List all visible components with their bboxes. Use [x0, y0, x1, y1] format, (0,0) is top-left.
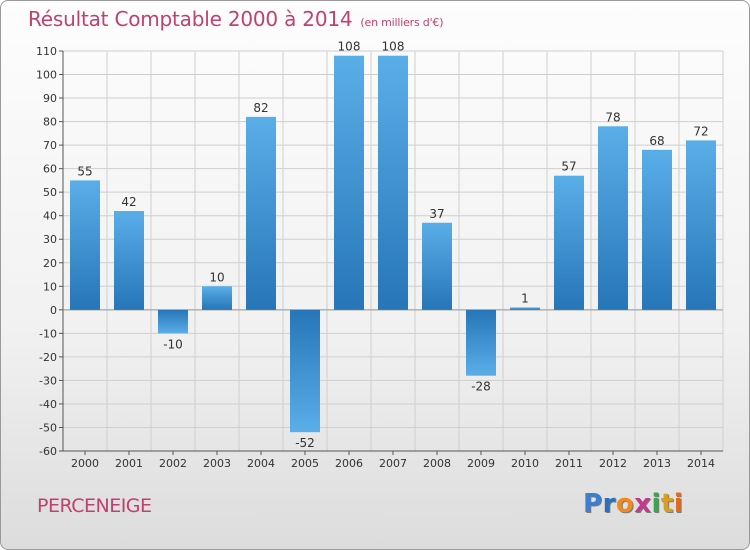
- y-tick-label: -60: [39, 445, 57, 458]
- x-tick-label: 2000: [71, 457, 99, 470]
- x-tick-label: 2004: [247, 457, 275, 470]
- y-tick-label: 0: [50, 304, 57, 317]
- bar-2010: [510, 307, 540, 310]
- data-label: 55: [77, 164, 92, 178]
- y-tick-label: 20: [43, 257, 57, 270]
- proxiti-logo[interactable]: Proxiti: [583, 489, 683, 519]
- data-label: 108: [338, 40, 361, 54]
- y-tick-label: -50: [39, 421, 57, 434]
- x-tick-label: 2005: [291, 457, 319, 470]
- data-label: 72: [693, 124, 708, 138]
- logo-letter: o: [615, 489, 635, 519]
- bar-2005: [290, 309, 320, 433]
- x-tick-label: 2003: [203, 457, 231, 470]
- logo-letter: i: [673, 489, 684, 519]
- x-tick-label: 2009: [467, 457, 495, 470]
- chart-title: Résultat Comptable 2000 à 2014 (en millie…: [28, 7, 444, 31]
- data-label: 10: [209, 270, 224, 284]
- bar-2003: [202, 286, 232, 310]
- data-label: 82: [253, 101, 268, 115]
- x-tick-label: 2013: [643, 457, 671, 470]
- y-tick-label: 70: [43, 139, 57, 152]
- y-tick-label: 40: [43, 210, 57, 223]
- data-label: -10: [163, 337, 183, 351]
- y-tick-label: -10: [39, 327, 57, 340]
- logo-letter: t: [660, 489, 674, 519]
- data-label: 78: [605, 110, 620, 124]
- bar-2008: [422, 222, 452, 310]
- bar-2014: [686, 140, 716, 310]
- logo-letter: x: [634, 489, 652, 519]
- x-tick-label: 2011: [555, 457, 583, 470]
- y-tick-label: 90: [43, 92, 57, 105]
- y-tick-label: 50: [43, 186, 57, 199]
- y-tick-label: 10: [43, 280, 57, 293]
- x-tick-label: 2006: [335, 457, 363, 470]
- data-label: 42: [121, 195, 136, 209]
- x-tick-label: 2008: [423, 457, 451, 470]
- x-tick-label: 2007: [379, 457, 407, 470]
- bar-2013: [642, 149, 672, 310]
- y-tick-label: 100: [36, 69, 57, 82]
- data-label: -28: [471, 380, 491, 394]
- bar-2007: [378, 55, 408, 310]
- data-label: -52: [295, 436, 315, 450]
- bar-2000: [70, 180, 100, 310]
- x-tick-label: 2001: [115, 457, 143, 470]
- data-label: 108: [382, 40, 405, 54]
- logo-letter: P: [583, 489, 603, 519]
- bar-2012: [598, 126, 628, 310]
- y-tick-label: 80: [43, 116, 57, 129]
- logo-letter: r: [602, 489, 616, 519]
- bar-2006: [334, 55, 364, 310]
- data-label: 37: [429, 207, 444, 221]
- bar-2002: [158, 309, 188, 334]
- data-label: 1: [521, 291, 529, 305]
- data-label: 68: [649, 134, 664, 148]
- data-label: 57: [561, 160, 576, 174]
- x-tick-label: 2002: [159, 457, 187, 470]
- x-tick-label: 2014: [687, 457, 715, 470]
- x-tick-label: 2010: [511, 457, 539, 470]
- bar-2004: [246, 116, 276, 310]
- data-labels: 55 42 -10 10 82 -52 108 108 37 -28 1 57 78 68 72: [77, 40, 708, 450]
- x-tick-label: 2012: [599, 457, 627, 470]
- logo-letter: i: [651, 489, 661, 519]
- bar-2011: [554, 175, 584, 310]
- chart-subtitle: (en milliers d'€): [360, 16, 444, 29]
- commune-name: PERCENEIGE: [37, 495, 152, 517]
- y-tick-label: -30: [39, 374, 57, 387]
- bar-2009: [466, 309, 496, 376]
- y-tick-label: 110: [36, 45, 57, 58]
- chart-title-text: Résultat Comptable 2000 à 2014: [28, 7, 353, 31]
- y-tick-label: -20: [39, 351, 57, 364]
- y-tick-label: 60: [43, 163, 57, 176]
- y-tick-label: -40: [39, 398, 57, 411]
- bars: [70, 55, 716, 433]
- bar-2001: [114, 211, 144, 310]
- y-tick-label: 30: [43, 233, 57, 246]
